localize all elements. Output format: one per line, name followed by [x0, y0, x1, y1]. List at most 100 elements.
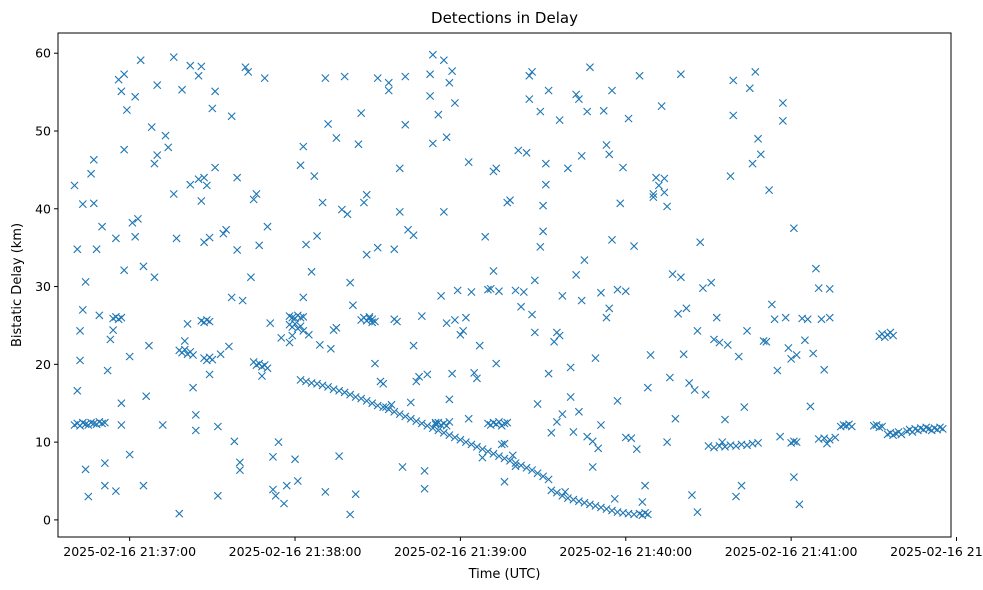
data-point [381, 403, 390, 412]
data-point [536, 242, 545, 251]
data-point [354, 140, 363, 149]
data-point [536, 107, 545, 116]
data-point [660, 174, 669, 183]
data-point [230, 437, 239, 446]
data-point [412, 417, 421, 426]
data-point [737, 481, 746, 490]
data-point [370, 359, 379, 368]
data-point [200, 238, 209, 247]
data-point [189, 351, 198, 359]
data-point [412, 377, 421, 386]
data-point [293, 477, 302, 485]
data-point [889, 331, 898, 340]
data-point [486, 284, 495, 293]
data-point [136, 56, 145, 65]
data-point [395, 164, 404, 173]
data-point [453, 286, 462, 295]
data-point [158, 421, 167, 429]
data-point [585, 63, 594, 72]
data-point [291, 319, 300, 328]
data-point [291, 455, 300, 464]
data-point [346, 390, 355, 399]
data-point [252, 190, 261, 198]
data-point [778, 116, 787, 125]
y-axis-label: Bistatic Delay (km) [10, 223, 25, 347]
data-point [428, 50, 437, 59]
y-tick-label: 40 [35, 201, 51, 216]
data-point [809, 349, 818, 358]
data-point [186, 180, 195, 189]
data-point [205, 233, 214, 242]
data-point [500, 419, 509, 428]
data-point [820, 365, 829, 374]
data-point [194, 71, 203, 80]
data-point [180, 337, 189, 345]
data-point [434, 110, 443, 119]
data-point [288, 313, 297, 322]
data-point [296, 375, 305, 384]
data-point [624, 114, 633, 123]
data-point [632, 445, 641, 454]
markers-layer [70, 50, 947, 520]
data-point [147, 123, 156, 132]
data-point [792, 438, 801, 447]
data-point [751, 67, 760, 76]
data-point [106, 335, 115, 344]
data-point [729, 76, 738, 85]
data-point [384, 78, 393, 87]
data-point [525, 71, 534, 80]
data-point [131, 92, 140, 101]
data-point [442, 421, 451, 430]
data-point [472, 374, 481, 383]
data-point [117, 313, 126, 322]
data-point [539, 201, 548, 210]
data-point [464, 414, 473, 423]
data-point [302, 240, 311, 249]
data-point [596, 288, 605, 297]
data-point [318, 198, 327, 207]
data-point [528, 310, 537, 319]
data-point [395, 207, 404, 216]
data-point [825, 435, 834, 444]
data-point [572, 90, 581, 99]
data-point [825, 284, 834, 293]
data-point [131, 232, 140, 241]
data-point [227, 293, 236, 302]
data-point [660, 188, 669, 197]
data-point [95, 311, 104, 320]
data-point [789, 473, 798, 482]
data-point [180, 345, 189, 354]
data-point [461, 313, 470, 322]
data-point [605, 150, 614, 159]
data-point [431, 418, 440, 427]
data-point [528, 67, 537, 76]
data-point [417, 312, 426, 321]
data-point [445, 417, 454, 426]
data-point [456, 435, 465, 444]
data-point [635, 71, 644, 80]
data-point [539, 227, 548, 236]
data-point [569, 495, 578, 504]
data-point [255, 241, 264, 250]
data-point [712, 313, 721, 322]
data-point [348, 301, 357, 310]
data-point [227, 112, 236, 121]
data-point [787, 354, 796, 363]
data-point [191, 426, 200, 435]
data-point [608, 86, 616, 95]
data-point [627, 434, 636, 443]
data-point [566, 393, 575, 401]
data-point [641, 481, 650, 490]
data-point [211, 87, 220, 96]
data-point [652, 173, 661, 182]
data-point [676, 70, 685, 79]
data-point [663, 438, 672, 447]
data-point [602, 141, 611, 149]
data-point [519, 288, 528, 296]
data-point [583, 432, 592, 441]
data-point [704, 442, 713, 450]
data-point [663, 202, 672, 211]
data-point [500, 439, 509, 448]
data-point [530, 328, 539, 337]
data-point [120, 70, 129, 79]
